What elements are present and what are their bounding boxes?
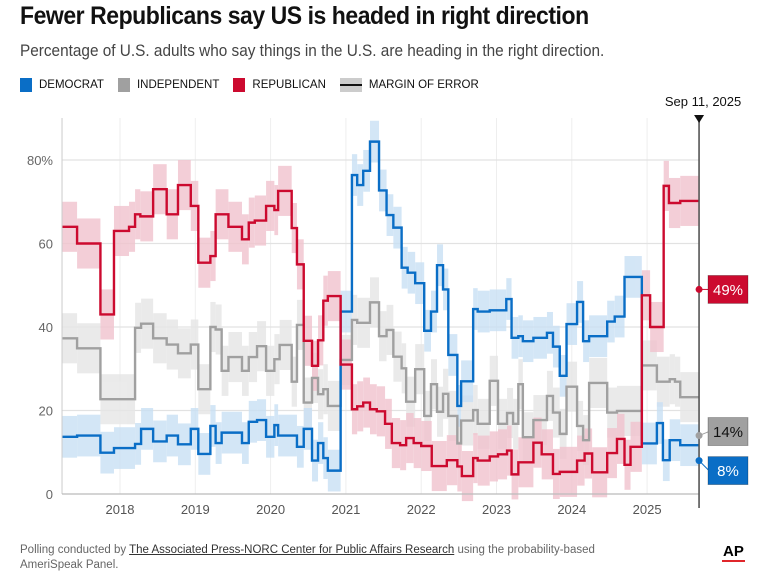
x-tick-label: 2024 — [557, 502, 586, 517]
legend: DEMOCRAT INDEPENDENT REPUBLICAN MARGIN O… — [20, 78, 479, 92]
chart-title: Fewer Republicans say US is headed in ri… — [20, 2, 589, 30]
end-value-label: 49% — [713, 282, 743, 299]
y-tick-label: 60 — [39, 237, 53, 252]
end-value-label: 14% — [713, 424, 743, 441]
date-marker-triangle — [694, 115, 705, 123]
democrat-swatch — [20, 78, 32, 92]
x-tick-label: 2022 — [407, 502, 436, 517]
end-point-dot-republican — [695, 285, 703, 293]
margin-of-error-swatch — [339, 78, 362, 92]
legend-label: DEMOCRAT — [39, 79, 104, 91]
legend-item-democrat: DEMOCRAT — [20, 78, 104, 92]
end-label-box-republican — [707, 275, 749, 304]
ap-logo: AP — [722, 543, 745, 562]
legend-item-margin-of-error: MARGIN OF ERROR — [339, 78, 479, 92]
end-point-dot-independent — [695, 432, 703, 440]
y-tick-label: 80% — [27, 153, 53, 168]
series-line-republican — [62, 183, 700, 478]
x-tick-label: 2020 — [256, 502, 285, 517]
source-link[interactable]: The Associated Press-NORC Center for Pub… — [129, 544, 455, 556]
x-tick-label: 2023 — [482, 502, 511, 517]
legend-item-independent: INDEPENDENT — [117, 78, 220, 92]
y-tick-label: 40 — [39, 320, 53, 335]
end-label-box-independent — [707, 417, 749, 446]
legend-item-republican: REPUBLICAN — [233, 78, 326, 92]
end-value-label: 8% — [717, 463, 739, 480]
footer-suffix: using the probability-based AmeriSpeak P… — [20, 544, 595, 571]
footer-source: Polling conducted by The Associated Pres… — [20, 543, 660, 573]
series-line-democrat — [62, 140, 700, 472]
legend-label: INDEPENDENT — [136, 79, 220, 91]
end-label-box-democrat — [707, 456, 749, 486]
independent-swatch — [117, 78, 130, 92]
x-tick-label: 2025 — [633, 502, 662, 517]
series-line-independent — [62, 301, 700, 445]
end-point-dot-democrat — [695, 457, 703, 465]
footer-prefix: Polling conducted by — [20, 544, 130, 556]
chart-subtitle: Percentage of U.S. adults who say things… — [20, 42, 605, 60]
y-tick-label: 0 — [46, 487, 53, 502]
x-tick-label: 2018 — [106, 502, 135, 517]
x-tick-label: 2021 — [331, 502, 360, 517]
x-tick-label: 2019 — [181, 502, 210, 517]
date-marker-label: Sep 11, 2025 — [665, 94, 741, 109]
legend-label: MARGIN OF ERROR — [368, 79, 479, 91]
y-tick-label: 20 — [39, 404, 53, 419]
republican-swatch — [233, 78, 246, 92]
legend-label: REPUBLICAN — [252, 79, 326, 91]
